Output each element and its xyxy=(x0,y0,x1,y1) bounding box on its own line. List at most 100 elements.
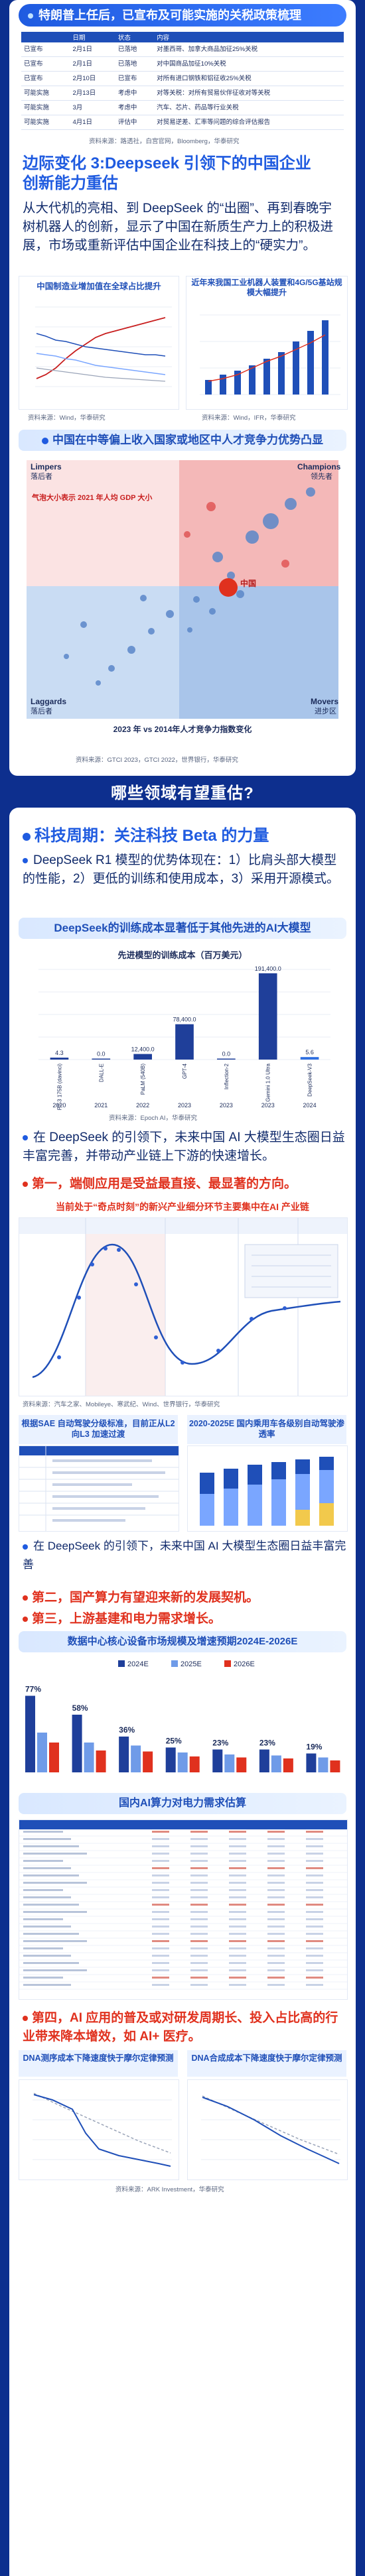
cost-bar xyxy=(175,1024,194,1060)
dc-bar xyxy=(96,1750,106,1772)
tariff-table: 日期 状态 内容 已宣布 2月1日 已落地 对墨西哥、加拿大商品加征25%关税 已宣布 2… xyxy=(21,32,344,131)
datacenter-svg: 2024E 2025E 2026E 77% 58% 36% 25% 23% 23% 19% xyxy=(25,1660,340,1772)
section-paragraph: 从大代机的亮相、到 DeepSeek 的“出圈”、再到春晚宇树机器人的创新，显示… xyxy=(23,201,334,253)
table-header: 状态 xyxy=(115,32,155,42)
dc-bar xyxy=(37,1733,47,1772)
dc-bar xyxy=(84,1743,94,1772)
power-table xyxy=(19,1819,348,2000)
gartner-title-box: 当前处于“奇点时刻”的新兴产业细分环节主要集中在AI 产业链 xyxy=(19,1197,346,1216)
dna-left-title-box: DNA测序成本下降速度快于摩尔定律预测 xyxy=(19,2050,178,2077)
dc-bar xyxy=(236,1757,247,1772)
table-cell: 已宣布 xyxy=(115,71,155,86)
sae-table-svg xyxy=(19,1446,179,1531)
section-title-line2: 创新能力重估 xyxy=(23,174,118,192)
table-header: 日期 xyxy=(70,32,115,42)
datacenter-banner-text: 数据中心核心设备市场规模及增速预期2024E-2026E xyxy=(67,1636,298,1647)
hype-cycle-svg xyxy=(19,1218,347,1396)
penetration-title-box: 2020-2025E 国内乘用车各级别自动驾驶渗透率 xyxy=(187,1415,346,1444)
talent-quadrant-chart: 中国 Limpers 落后者 Champions 领先者 Laggards 落后… xyxy=(19,458,346,743)
table-header: 内容 xyxy=(154,32,344,42)
bullet-icon xyxy=(42,437,48,444)
table-header xyxy=(21,32,70,42)
table-header-row: 日期 状态 内容 xyxy=(21,32,344,42)
card-footer-space xyxy=(19,2200,346,2558)
penetration-title: 2020-2025E 国内乘用车各级别自动驾驶渗透率 xyxy=(188,1419,345,1439)
cost-value-label: 78,400.0 xyxy=(173,1016,196,1023)
bullet-icon xyxy=(23,1135,28,1140)
table-cell: 对等关税：对所有贸易伙伴征收对等关税 xyxy=(154,86,344,101)
table-cell: 对中国商品加征10%关税 xyxy=(154,56,344,72)
tariff-heading-text: 特朗普上任后，已宣布及可能实施的关税政策梳理 xyxy=(38,9,301,22)
manufacturing-chart: 中国制造业增加值在全球占比提升 xyxy=(19,276,179,410)
cost-year-label: 2022 xyxy=(136,1102,149,1109)
cost-year-label: 2020 xyxy=(52,1102,66,1109)
china-label: 中国 xyxy=(240,578,256,588)
dc-bar xyxy=(131,1745,141,1772)
cost-bar xyxy=(300,1057,319,1060)
bullet-ecosystem: 在 DeepSeek 的引领下，未来中国 AI 大模型生态圈日益丰富完善，并带动… xyxy=(23,1129,348,1166)
sae-title-box: 根据SAE 自动驾驶分级标准，目前正从L2 向L3 加速过渡 xyxy=(19,1415,178,1444)
cost-value-label: 0.0 xyxy=(222,1051,231,1058)
table-cell: 可能实施 xyxy=(21,86,70,101)
legend-swatch xyxy=(118,1660,125,1667)
quad-bl-cn: 落后者 xyxy=(31,707,52,715)
dc-growth-label: 77% xyxy=(25,1685,41,1694)
tech-cycle-heading: 科技周期：关注科技 Beta 的力量 xyxy=(23,822,269,845)
dna-right-title-box: DNA合成成本下降速度快于摩尔定律预测 xyxy=(187,2050,346,2077)
cost-category-label: DeepSeek-V3 xyxy=(307,1063,313,1096)
cost-value-label: 5.6 xyxy=(305,1049,314,1056)
cost-value-label: 4.3 xyxy=(55,1050,64,1056)
dc-bar xyxy=(330,1760,340,1772)
table-cell: 对墨西哥、加拿大商品加征25%关税 xyxy=(154,42,344,57)
table-cell: 对贸易逆差、汇率等问题的综合评估报告 xyxy=(154,115,344,131)
dc-growth-label: 23% xyxy=(259,1739,275,1748)
table-cell: 2月10日 xyxy=(70,71,115,86)
quad-source: 资料来源：GTCI 2023，GTCI 2022，世界银行，华泰研究 xyxy=(76,757,238,764)
dc-bar xyxy=(224,1754,235,1772)
point-1: 第一，端侧应用是受益最直接、最显著的方向。 xyxy=(23,1174,297,1192)
training-cost-banner-text: DeepSeek的训练成本显著低于其他先进的AI大模型 xyxy=(54,922,311,934)
power-banner: 国内AI算力对电力需求估算 xyxy=(19,1793,346,1814)
bullet-icon xyxy=(23,2015,28,2021)
bullet-icon xyxy=(23,832,31,841)
dna-seq-chart xyxy=(19,2079,179,2180)
cost-category-label: Inflection-2 xyxy=(224,1063,230,1089)
dc-growth-label: 23% xyxy=(212,1739,228,1748)
table-cell: 已宣布 xyxy=(21,56,70,72)
datacenter-banner: 数据中心核心设备市场规模及增速预期2024E-2026E xyxy=(19,1631,346,1652)
bullet-ecosystem-text: 在 DeepSeek 的引领下，未来中国 AI 大模型生态圈日益丰富完善，并带动… xyxy=(23,1131,345,1163)
quad-tl-label: Limpers xyxy=(31,462,62,471)
left-chart-title: 中国制造业增加值在全球占比提升 xyxy=(36,282,161,291)
legend-label: 2024E xyxy=(127,1660,149,1668)
bullet-r1: DeepSeek R1 模型的优势体现在：1）比肩头部大模型的性能，2）更低的训… xyxy=(23,851,348,889)
cost-value-label: 0.0 xyxy=(97,1051,106,1058)
power-banner-text: 国内AI算力对电力需求估算 xyxy=(118,1798,246,1809)
table-cell: 已落地 xyxy=(115,42,155,57)
gartner-title: 当前处于“奇点时刻”的新兴产业细分环节主要集中在AI 产业链 xyxy=(56,1201,309,1212)
right-chart-title: 近年来我国工业机器人装置和4G/5G基站规模大幅提升 xyxy=(191,278,342,297)
hype-cycle-chart xyxy=(19,1217,348,1396)
tariff-heading: 特朗普上任后，已宣布及可能实施的关税政策梳理 xyxy=(19,4,346,27)
tech-cycle-heading-text: 科技周期：关注科技 Beta 的力量 xyxy=(35,827,269,845)
table-row: 已宣布 2月1日 已落地 对中国商品加征10%关税 xyxy=(21,56,344,72)
cost-year-label: 2023 xyxy=(261,1102,275,1109)
dna-source: 资料来源：ARK Investment，华泰研究 xyxy=(115,2186,224,2193)
table-cell: 已落地 xyxy=(115,56,155,72)
table-cell: 可能实施 xyxy=(21,115,70,131)
left-chart-source: 资料来源：Wind，华泰研究 xyxy=(28,414,106,422)
table-cell: 2月1日 xyxy=(70,42,115,57)
section-caption: 哪些领域有望重估? xyxy=(111,784,254,802)
quad-tr-label: Champions xyxy=(297,462,341,471)
table-cell: 已宣布 xyxy=(21,42,70,57)
dc-bar xyxy=(143,1751,153,1772)
table-cell: 3月 xyxy=(70,100,115,115)
dc-bar xyxy=(306,1753,317,1772)
table-cell: 可能实施 xyxy=(21,100,70,115)
cost-bar xyxy=(50,1058,69,1060)
cost-value-label: 12,400.0 xyxy=(131,1046,155,1053)
point-2-text: 第二，国产算力有望迎来新的发展契机。 xyxy=(32,1591,259,1605)
cost-year-label: 2021 xyxy=(94,1102,108,1109)
bullet-icon xyxy=(23,1595,28,1601)
cost-year-label: 2023 xyxy=(220,1102,233,1109)
datacenter-chart: 2024E 2025E 2026E 77% 58% 36% 25% 23% 23% 19% xyxy=(19,1656,346,1782)
